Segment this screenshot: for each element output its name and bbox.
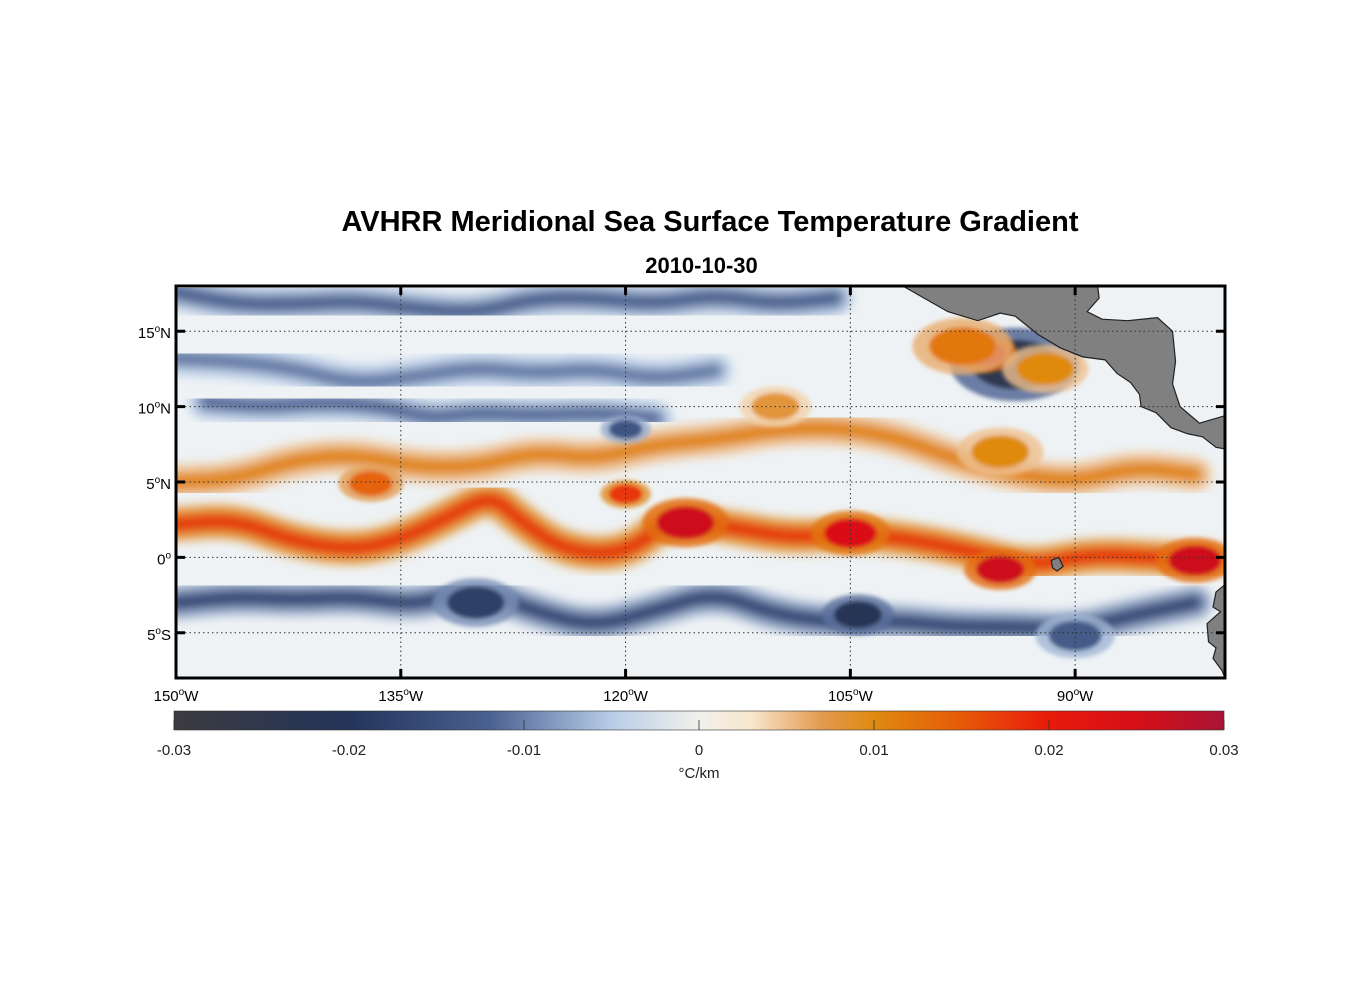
lat-label-10N: 10oN (138, 400, 171, 418)
field-blob-15 (957, 427, 1044, 477)
blob-core (1168, 545, 1222, 576)
colorbar-tick-label: 0.03 (1209, 742, 1238, 759)
lat-label-0: 0o (157, 550, 171, 568)
colorbar-ticks: -0.03 -0.02 -0.01 0 0.01 0.02 0.03 (157, 720, 1239, 759)
blob-core (976, 555, 1025, 584)
feature-peak (202, 399, 659, 422)
lat-label-5S: 5oS (147, 626, 171, 644)
blob-core (608, 419, 643, 439)
feature-negative-2 (176, 575, 1213, 646)
colorbar-tick-label: -0.01 (507, 742, 541, 759)
blob-core (1048, 620, 1102, 651)
lon-label-105W: 105oW (828, 687, 874, 705)
field-blob-4 (642, 498, 729, 548)
blob-core (971, 435, 1029, 469)
field-blob-3 (1002, 344, 1089, 394)
field-blob-5 (810, 510, 890, 556)
map-ticks (174, 286, 1225, 678)
colorbar-tick-label: -0.03 (157, 742, 191, 759)
blob-core (1016, 352, 1074, 386)
graticule (176, 286, 1225, 678)
feature-peak (176, 289, 839, 315)
blob-core (656, 506, 715, 539)
blob-core (349, 471, 393, 496)
land-polygon-0 (901, 286, 1225, 450)
longitude-labels: 150oW 135oW 120oW 105oW 90oW (154, 687, 1095, 705)
feature-negative-3 (176, 286, 853, 329)
field-blob-8 (338, 465, 404, 502)
field-blob-6 (964, 549, 1037, 590)
field-blob-12 (1035, 613, 1115, 659)
colorbar-tick-label: 0 (695, 742, 703, 759)
field-blob-9 (600, 414, 651, 444)
colorbar-tick-label: 0.01 (859, 742, 888, 759)
lat-label-5N: 5oN (146, 475, 171, 493)
lat-label-15N: 15oN (138, 324, 171, 342)
colorbar-label: °C/km (679, 765, 720, 782)
blob-core (446, 586, 505, 619)
chart-title: AVHRR Meridional Sea Surface Temperature… (341, 206, 1079, 238)
field-blob-2 (912, 317, 1014, 375)
feature-negative-4 (176, 341, 733, 399)
gradient-field (176, 286, 1225, 659)
land-masses (901, 286, 1225, 678)
blob-core (823, 518, 877, 549)
field-blob-11 (432, 578, 519, 628)
lon-label-90W: 90oW (1057, 687, 1094, 705)
colorbar: -0.03 -0.02 -0.01 0 0.01 0.02 0.03 °C/km (157, 710, 1239, 782)
blob-core (929, 327, 997, 366)
chart-subtitle: 2010-10-30 (645, 253, 758, 278)
feature-negative-5 (188, 385, 673, 436)
latitude-labels: 15oN 10oN 5oN 0o 5oS (138, 324, 172, 644)
lon-label-135W: 135oW (378, 687, 424, 705)
lon-label-150W: 150oW (154, 687, 200, 705)
field-blob-10 (821, 594, 894, 636)
colorbar-tick-label: -0.02 (332, 742, 366, 759)
land-polygon-1 (1206, 583, 1225, 678)
feature-peak (176, 355, 719, 385)
feature-peak (176, 589, 1199, 632)
field-blob-7 (1155, 538, 1225, 583)
plot-area (176, 286, 1225, 678)
blob-core (833, 601, 882, 629)
land-polygon-2 (1050, 556, 1064, 572)
lon-label-120W: 120oW (603, 687, 649, 705)
colorbar-tick-label: 0.02 (1034, 742, 1063, 759)
